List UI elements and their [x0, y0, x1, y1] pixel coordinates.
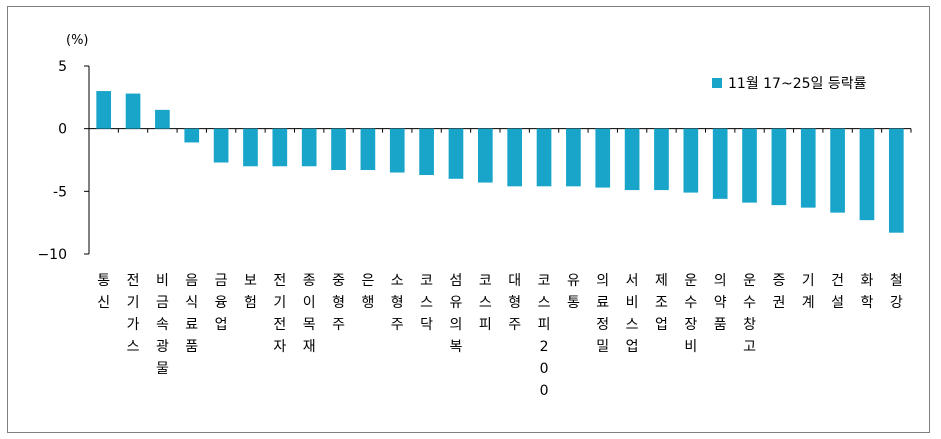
bar — [536, 128, 552, 187]
bar — [742, 128, 757, 203]
bar — [448, 128, 464, 179]
plot-area: 5 0 -5 −10 통 신 전 기 가 스 비 금 속 광 물 음 식 료 품 금 융 업 보 험 전 기 전 자 종 이 목 재 중 형 주 은 행… — [37, 59, 912, 399]
bar — [360, 128, 376, 171]
bar — [272, 128, 288, 167]
y-unit-label: (%) — [66, 33, 89, 48]
bar — [213, 128, 229, 163]
bar — [331, 128, 346, 171]
y-tick-label: 5 — [58, 59, 67, 75]
bar — [301, 128, 317, 167]
bar — [243, 128, 258, 167]
bar — [771, 128, 787, 206]
bar — [830, 128, 845, 213]
bar-chart: (%) 11월 17~25일 등락률 5 0 -5 −10 통 신 전 기 가 스 비 금 속 광 물 음 식 료… — [37, 33, 912, 399]
bar — [125, 93, 141, 129]
bar — [477, 128, 493, 183]
bar — [595, 128, 611, 188]
legend-label: 11월 17~25일 등락률 — [728, 76, 867, 92]
y-tick-label: -5 — [53, 184, 67, 200]
bar — [712, 128, 728, 199]
bar — [859, 128, 875, 221]
chart-frame: (%) 11월 17~25일 등락률 5 0 -5 −10 통 신 전 기 가 스 비 금 속 광 물 음 식 료… — [7, 6, 930, 433]
bar — [566, 128, 581, 187]
bar — [184, 128, 200, 143]
bar — [389, 128, 405, 173]
bar — [624, 128, 640, 191]
bar — [800, 128, 816, 208]
bar — [888, 128, 904, 233]
legend-swatch — [712, 78, 722, 88]
bar — [96, 91, 112, 129]
bar — [654, 128, 669, 191]
bar — [155, 109, 170, 129]
y-tick-label: −10 — [37, 247, 67, 263]
legend: 11월 17~25일 등락률 — [712, 76, 867, 92]
bar — [507, 128, 523, 187]
bar — [419, 128, 434, 176]
y-tick-label: 0 — [58, 122, 67, 138]
bar — [683, 128, 699, 193]
